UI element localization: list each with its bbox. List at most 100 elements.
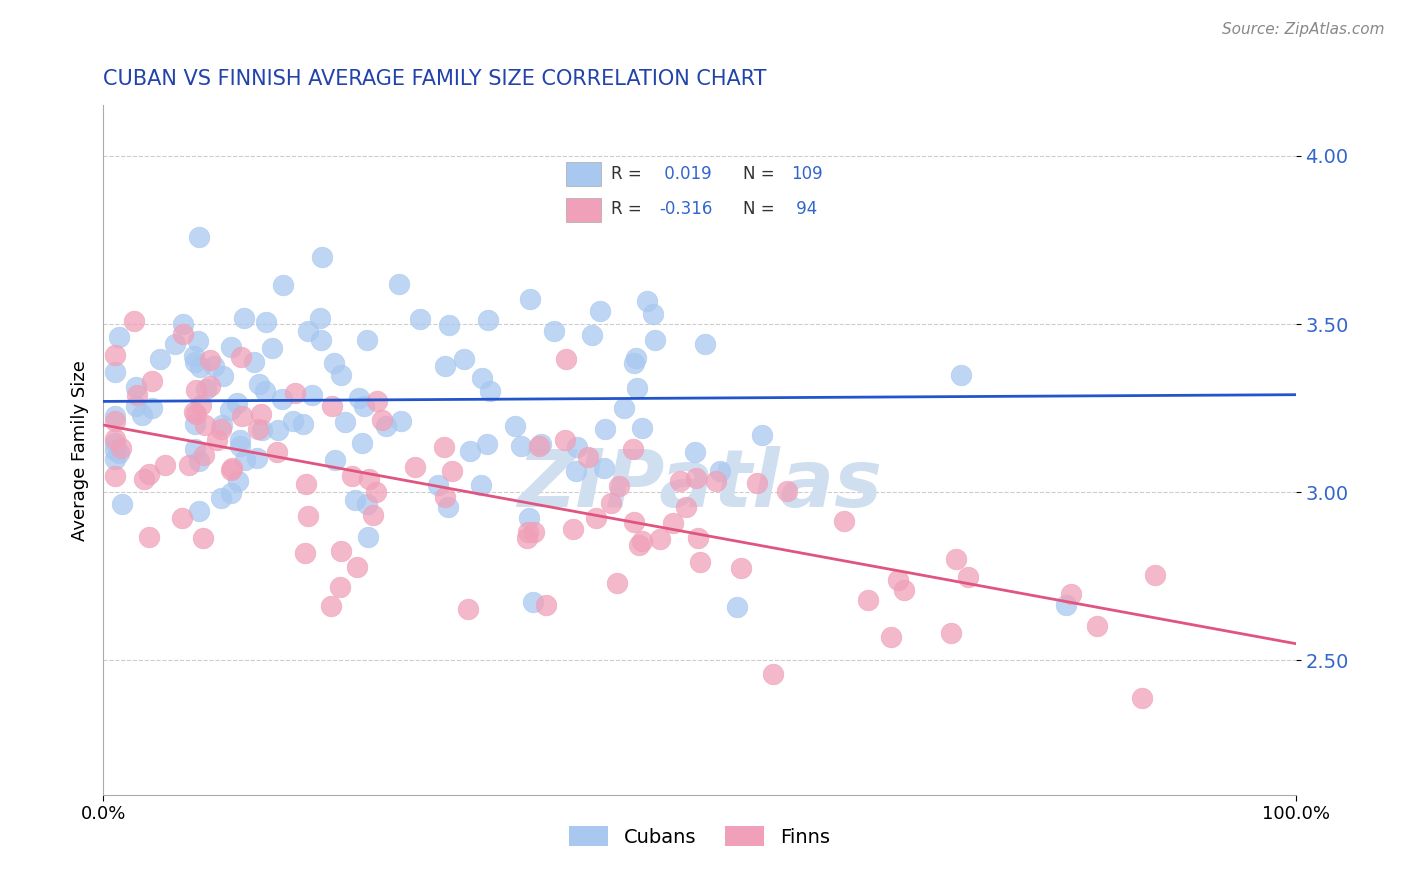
Point — [205, 434, 228, 448]
Point — [686, 532, 709, 546]
Point — [957, 569, 980, 583]
Point — [231, 409, 253, 423]
Point — [172, 318, 194, 332]
Point — [284, 385, 307, 400]
Point — [202, 359, 225, 373]
Point — [184, 442, 207, 456]
Point — [685, 471, 707, 485]
Point — [1060, 587, 1083, 601]
Point — [606, 576, 628, 591]
Point — [668, 474, 690, 488]
Point — [530, 437, 553, 451]
FancyBboxPatch shape — [567, 162, 602, 186]
Point — [409, 311, 432, 326]
Point — [209, 491, 232, 506]
Point — [292, 417, 315, 431]
Point — [470, 478, 492, 492]
Point — [630, 534, 652, 549]
Point — [225, 395, 247, 409]
Point — [250, 423, 273, 437]
Point — [433, 490, 456, 504]
Text: 109: 109 — [792, 165, 823, 183]
Point — [623, 355, 645, 369]
Point — [683, 444, 706, 458]
Point — [950, 368, 973, 382]
Point — [141, 374, 163, 388]
Point — [689, 556, 711, 570]
Point — [624, 351, 647, 365]
Point — [254, 316, 277, 330]
Point — [110, 441, 132, 455]
Point — [297, 509, 319, 524]
Point — [125, 399, 148, 413]
Point — [725, 600, 748, 615]
Point — [662, 516, 685, 530]
Point — [893, 582, 915, 597]
Point — [108, 445, 131, 459]
Point — [1085, 619, 1108, 633]
Point — [363, 508, 385, 522]
Point — [104, 436, 127, 450]
Point — [370, 413, 392, 427]
Point — [585, 511, 607, 525]
Point — [340, 469, 363, 483]
Point — [194, 417, 217, 432]
Point — [104, 433, 127, 447]
Point — [945, 552, 967, 566]
Point — [405, 459, 427, 474]
Point — [323, 356, 346, 370]
Point — [391, 414, 413, 428]
Text: 0.019: 0.019 — [659, 165, 711, 183]
Point — [776, 484, 799, 499]
Point — [387, 277, 409, 291]
Point — [319, 599, 342, 613]
Point — [193, 448, 215, 462]
Point — [581, 328, 603, 343]
Point — [751, 427, 773, 442]
Text: -0.316: -0.316 — [659, 200, 713, 218]
Point — [188, 229, 211, 244]
Point — [190, 398, 212, 412]
Point — [762, 667, 785, 681]
Point — [887, 573, 910, 587]
Point — [311, 250, 333, 264]
Point — [243, 355, 266, 369]
Point — [471, 371, 494, 385]
Point — [308, 311, 330, 326]
Point — [271, 392, 294, 406]
Point — [517, 511, 540, 525]
Point — [453, 351, 475, 366]
Point — [125, 379, 148, 393]
Point — [529, 439, 551, 453]
Point — [184, 407, 207, 421]
Point — [433, 441, 456, 455]
Point — [359, 472, 381, 486]
Point — [188, 359, 211, 374]
Point — [231, 351, 253, 365]
Point — [297, 324, 319, 338]
Point — [347, 391, 370, 405]
Point — [607, 479, 630, 493]
Point — [695, 337, 717, 351]
Point — [219, 486, 242, 500]
Point — [187, 334, 209, 349]
Text: N =: N = — [744, 200, 775, 218]
Point — [516, 531, 538, 545]
Point — [477, 436, 499, 450]
Point — [856, 593, 879, 607]
Point — [219, 341, 242, 355]
Point — [589, 303, 612, 318]
Point — [352, 435, 374, 450]
Point — [364, 484, 387, 499]
Point — [179, 458, 201, 472]
Point — [138, 530, 160, 544]
Point — [271, 278, 294, 293]
Point — [104, 409, 127, 423]
Point — [323, 453, 346, 467]
Point — [745, 475, 768, 490]
Point — [250, 407, 273, 421]
Point — [503, 418, 526, 433]
Point — [555, 351, 578, 366]
Point — [329, 368, 352, 382]
Point — [132, 472, 155, 486]
